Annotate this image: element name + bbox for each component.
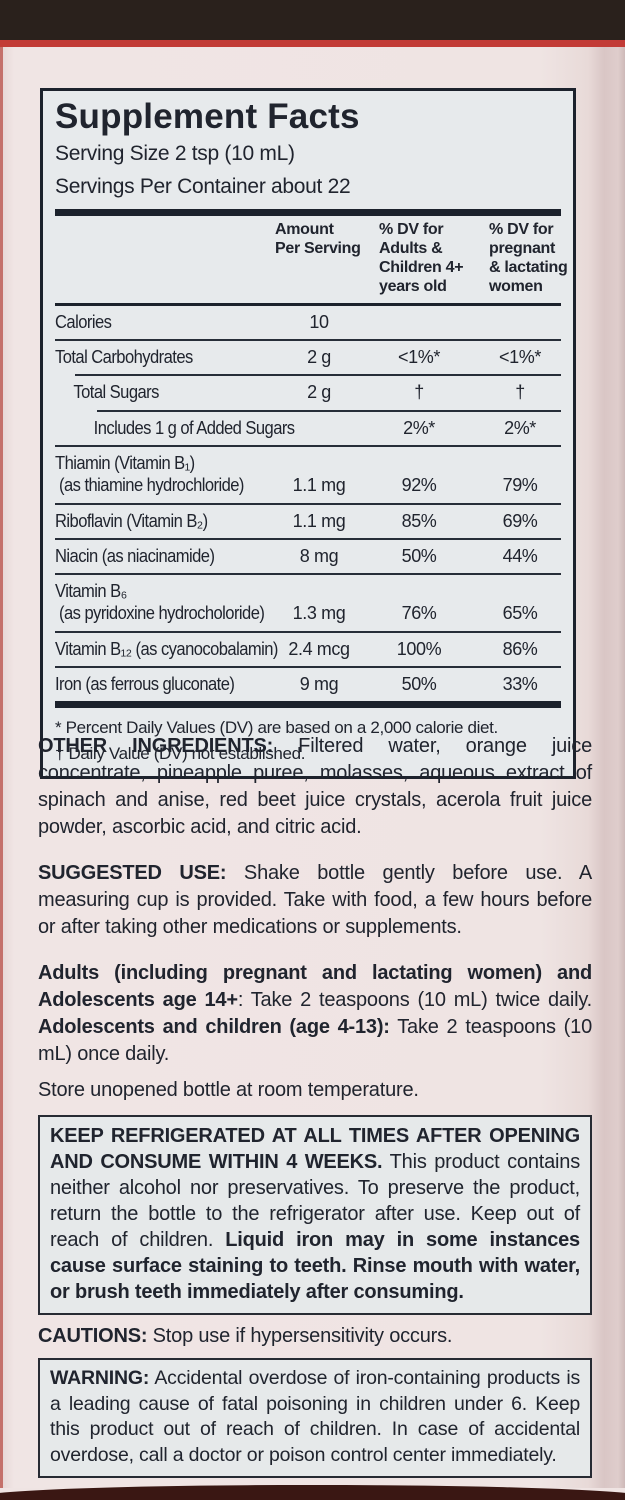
row-name: Riboflavin (Vitamin B₂) [55, 510, 208, 531]
row-name: Vitamin B₁₂ (as cyanocobalamin) [55, 638, 278, 659]
row-dv-adults: 100% [396, 638, 442, 659]
warning-box: WARNING: Accidental overdose of iron-con… [38, 1358, 592, 1478]
table-row-niacin: Niacin (as niacinamide) 8 mg 50% 44% [55, 540, 561, 573]
row-dv-adults: 92% [401, 475, 437, 496]
row-amount: 1.3 mg [292, 603, 346, 624]
row-dv-pregnant: 79% [502, 475, 538, 496]
row-dv-pregnant: 33% [502, 674, 538, 695]
label-body-copy: OTHER INGREDIENTS: Filtered water, orang… [38, 733, 592, 1478]
header-dv-adults: % DV for Adults & Children 4+ years old [379, 221, 464, 295]
table-row-vitamin-b6: Vitamin B₆ (as pyridoxine hydrocholoride… [55, 575, 561, 631]
table-row-added-sugars: Includes 1 g of Added Sugars 2%* 2%* [55, 412, 561, 445]
other-ingredients-paragraph: OTHER INGREDIENTS: Filtered water, orang… [38, 735, 592, 838]
table-header-row: Amount Per Serving % DV for Adults & Chi… [55, 216, 568, 303]
serving-size-text: Serving Size 2 tsp (10 mL) [55, 142, 295, 166]
row-dv-adults: 50% [401, 674, 437, 695]
row-dv-pregnant: 65% [502, 603, 538, 624]
keep-refrigerated-paragraph: KEEP REFRIGERATED AT ALL TIMES AFTER OPE… [50, 1125, 580, 1303]
row-dv-pregnant: 86% [502, 638, 538, 659]
daily-value-footnotes: * Percent Daily Values (DV) are based on… [55, 718, 498, 763]
table-row-riboflavin: Riboflavin (Vitamin B₂) 1.1 mg 85% 69% [55, 505, 561, 538]
keep-refrigerated-box: KEEP REFRIGERATED AT ALL TIMES AFTER OPE… [38, 1115, 592, 1315]
row-name: Thiamin (Vitamin B₁) (as thiamine hydroc… [55, 452, 244, 496]
row-separator [55, 573, 561, 576]
row-separator [97, 409, 561, 412]
row-name: Iron (as ferrous gluconate) [55, 674, 235, 695]
row-amount: 8 mg [299, 545, 339, 566]
table-row-iron: Iron (as ferrous gluconate) 9 mg 50% 33% [55, 668, 561, 701]
row-name: Total Sugars [73, 382, 159, 403]
row-separator [55, 666, 561, 669]
row-amount: 2 g [307, 346, 331, 367]
row-amount: 2 g [307, 382, 331, 403]
row-separator [55, 630, 561, 633]
row-dv-adults: <1%* [398, 346, 440, 367]
box-bottom-dark-strip [0, 1485, 625, 1500]
supplement-facts-title: Supplement Facts [55, 97, 360, 136]
row-name: Vitamin B₆ (as pyridoxine hydrocholoride… [55, 581, 265, 624]
row-name: Includes 1 g of Added Sugars [93, 417, 295, 438]
row-amount: 2.4 mcg [288, 638, 350, 659]
row-name: Calories [55, 311, 112, 332]
table-row-calories: Calories 10 [55, 306, 561, 339]
warning-paragraph: WARNING: Accidental overdose of iron-con… [50, 1367, 580, 1466]
row-separator [55, 502, 561, 505]
cautions-line: CAUTIONS: Stop use if hypersensitivity o… [38, 1325, 453, 1347]
box-red-left-edge [0, 47, 3, 1488]
row-amount: 1.1 mg [292, 510, 346, 531]
row-dv-pregnant: 2%* [504, 417, 536, 438]
row-separator [55, 537, 561, 540]
divider-thick-top [55, 209, 561, 217]
row-amount: 1.1 mg [292, 475, 346, 496]
servings-per-container-text: Servings Per Container about 22 [55, 175, 351, 199]
row-separator [55, 444, 561, 447]
row-dv-adults: † [414, 382, 424, 403]
table-row-total-carbohydrates: Total Carbohydrates 2 g <1%* <1%* [55, 341, 561, 374]
row-dv-pregnant: † [515, 382, 525, 403]
table-row-total-sugars: Total Sugars 2 g † † [55, 376, 561, 409]
storage-instruction: Store unopened bottle at room temperatur… [38, 1079, 419, 1101]
row-dv-adults: 2%* [403, 417, 435, 438]
box-red-top-edge [0, 40, 625, 47]
row-dv-pregnant: 44% [502, 545, 538, 566]
row-dv-adults: 76% [401, 603, 437, 624]
supplement-facts-table: Supplement Facts Serving Size 2 tsp (10 … [40, 88, 576, 780]
header-dv-pregnant: % DV for pregnant & lactating women [489, 221, 568, 295]
row-amount: 10 [309, 311, 329, 332]
dosage-paragraph: Adults (including pregnant and lactating… [38, 962, 592, 1065]
table-row-thiamin: Thiamin (Vitamin B₁) (as thiamine hydroc… [55, 447, 561, 503]
suggested-use-paragraph: SUGGESTED USE: Shake bottle gently befor… [38, 862, 592, 938]
row-name: Niacin (as niacinamide) [55, 545, 215, 566]
table-row-vitamin-b12: Vitamin B₁₂ (as cyanocobalamin) 2.4 mcg … [55, 633, 561, 666]
row-name: Total Carbohydrates [55, 346, 193, 367]
row-amount: 9 mg [299, 674, 339, 695]
divider-thick-bottom [55, 701, 561, 709]
row-separator [75, 374, 561, 377]
divider-medium-header [55, 302, 561, 306]
header-amount-per-serving: Amount Per Serving [275, 221, 361, 257]
row-dv-pregnant: 69% [502, 510, 538, 531]
row-dv-pregnant: <1%* [499, 346, 541, 367]
row-separator [55, 338, 561, 341]
row-dv-adults: 85% [401, 510, 437, 531]
row-dv-adults: 50% [401, 545, 437, 566]
